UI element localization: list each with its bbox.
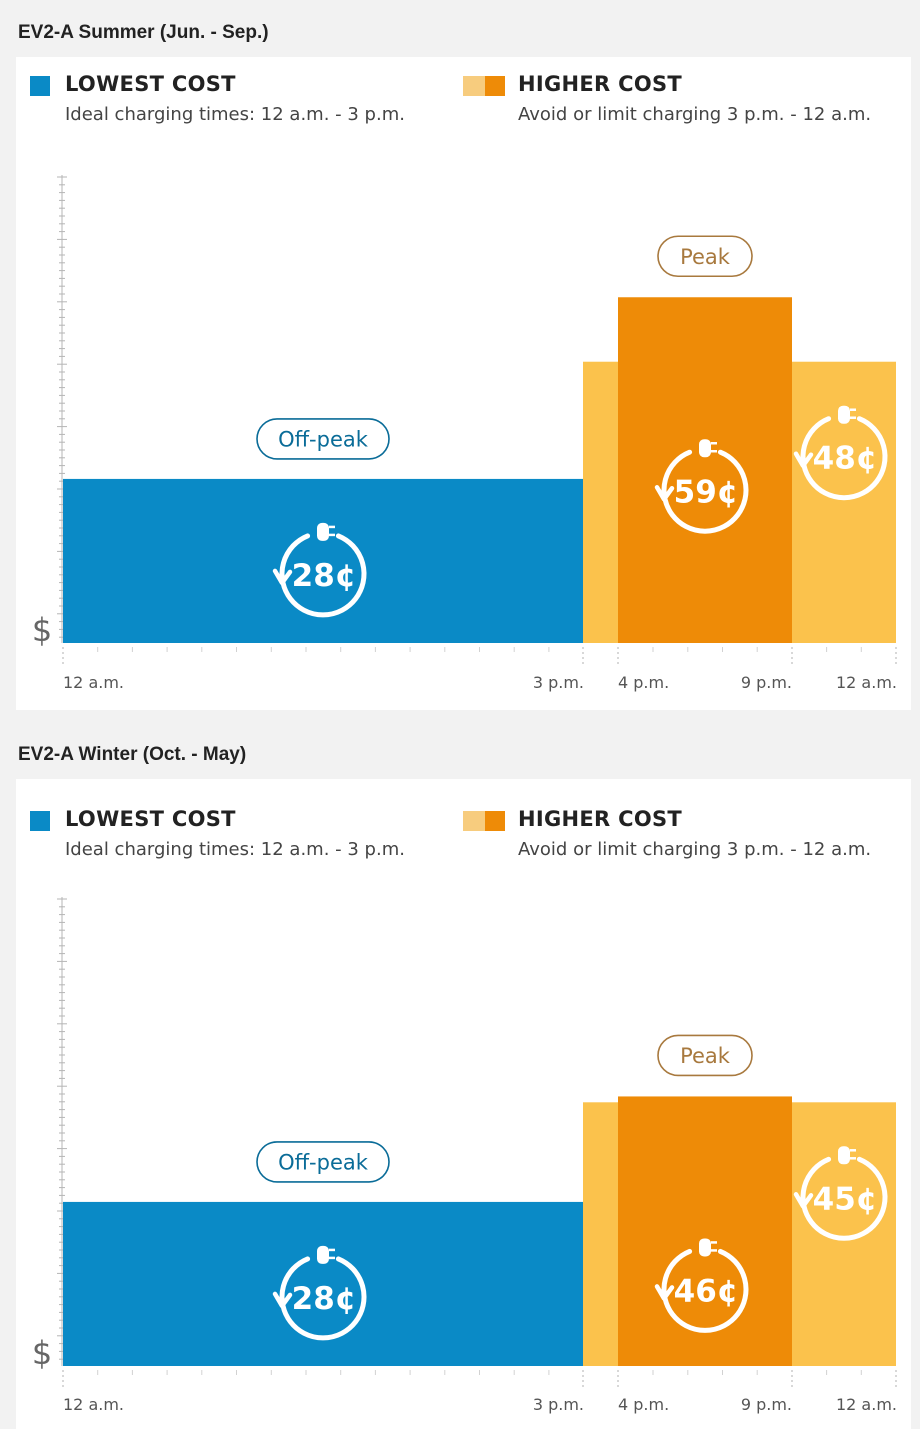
charge-ring [279,533,367,618]
x-tick-label: 3 p.m. [533,673,584,692]
winter-panel: LOWEST COST Ideal charging times: 12 a.m… [16,779,911,1429]
legend-higher-sub: Avoid or limit charging 3 p.m. - 12 a.m. [518,839,872,860]
chart-title-summer: EV2-A Summer (Jun. - Sep.) [18,22,269,43]
summer-panel: LOWEST COST Ideal charging times: 12 a.m… [16,57,911,710]
charging-plug-circle-icon [272,1245,367,1341]
y-axis-dollar-label: $ [32,1334,52,1372]
charge-arrow [272,1291,293,1309]
price-label: 28¢ [292,1281,357,1317]
x-tick-label: 4 p.m. [618,1395,669,1414]
bar-part-peak-3 [792,361,896,643]
y-axis-dollar-label: $ [32,611,52,649]
legend-swatch-lowest-icon [30,76,50,96]
legend-swatch-partpeak-icon [463,811,485,831]
charging-plug-circle-icon [793,405,888,501]
bar-part-peak-3 [792,1102,896,1366]
charge-arrow [272,568,293,586]
x-tick-label: 9 p.m. [741,1395,792,1414]
charge-ring [661,1248,749,1333]
x-tick-label: 9 p.m. [741,673,792,692]
plug-body [838,1146,850,1165]
period-pill-off-peak [256,418,390,460]
legend-swatch-lowest-icon [30,811,50,831]
price-label: 59¢ [674,474,739,510]
period-pill-label: Peak [680,1044,731,1068]
legend-swatch-partpeak-icon [463,76,485,96]
bar-part-peak-1 [583,361,618,643]
bar-peak [618,297,792,643]
x-tick-label: 12 a.m. [836,1395,897,1414]
charging-plug-circle-icon [793,1146,888,1241]
charge-ring [661,449,749,534]
period-pill-label: Off-peak [278,427,369,451]
period-pill-peak [657,1034,753,1077]
legend-lowest-title: LOWEST COST [65,807,236,831]
charge-arrow [793,1192,814,1209]
x-tick-label: 3 p.m. [533,1395,584,1414]
legend-lowest-sub: Ideal charging times: 12 a.m. - 3 p.m. [65,104,405,125]
bar-peak [618,1096,792,1366]
plug-body [699,1238,711,1257]
legend-lowest-sub: Ideal charging times: 12 a.m. - 3 p.m. [65,839,405,860]
plug-body [838,405,850,424]
legend-higher-title: HIGHER COST [518,807,683,831]
price-label: 45¢ [813,1181,878,1217]
charging-plug-circle-icon [272,522,367,618]
charge-ring [279,1256,367,1341]
x-tick-label: 4 p.m. [618,673,669,692]
period-pill-label: Off-peak [278,1150,369,1174]
x-tick-label: 12 a.m. [836,673,897,692]
bar-part-peak-1 [583,1102,618,1366]
charging-plug-circle-icon [654,439,749,534]
legend-higher-title: HIGHER COST [518,72,683,96]
charge-arrow [793,451,814,468]
plug-body [699,439,711,458]
x-tick-label: 12 a.m. [63,1395,124,1414]
charge-ring [800,1156,888,1241]
summer-bar-chart: $ Off-peak Peak 28¢ 59¢ 48¢ 12 a.m. 3 p.m. 4 p.m… [32,175,897,692]
price-label: 46¢ [674,1273,739,1309]
plug-body [317,522,329,541]
period-pill-label: Peak [680,245,731,269]
price-label: 48¢ [813,441,878,477]
period-pill-off-peak [256,1141,390,1183]
legend-lowest-title: LOWEST COST [65,72,236,96]
plug-body [317,1245,329,1264]
legend-swatch-peak-icon [485,811,505,831]
charge-arrow [654,485,675,502]
charging-plug-circle-icon [654,1238,749,1333]
price-label: 28¢ [292,558,357,594]
winter-bar-chart: $ Off-peak Peak 28¢ 46¢ 45¢ 12 a.m. 3 p.m. 4 p.m… [32,897,897,1414]
x-tick-label: 12 a.m. [63,673,124,692]
charge-ring [800,416,888,501]
legend-higher-sub: Avoid or limit charging 3 p.m. - 12 a.m. [518,104,872,125]
chart-title-winter: EV2-A Winter (Oct. - May) [18,744,247,765]
legend-swatch-peak-icon [485,76,505,96]
period-pill-peak [657,235,753,278]
charge-arrow [654,1284,675,1301]
